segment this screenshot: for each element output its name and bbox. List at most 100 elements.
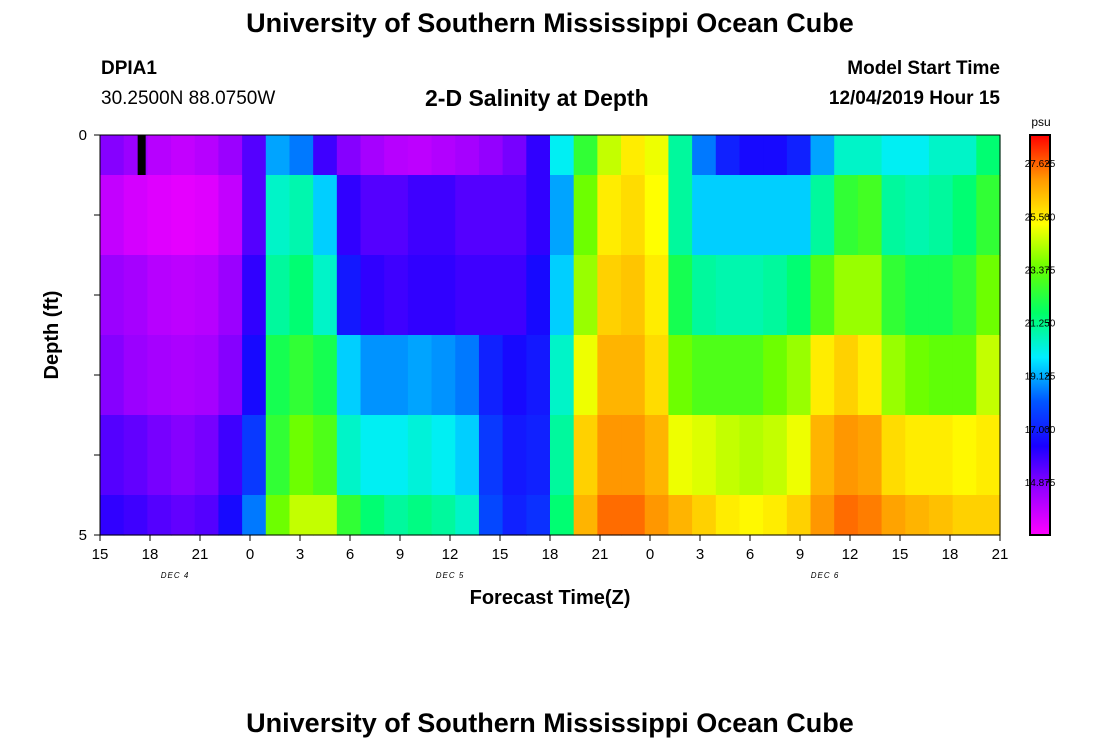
heatmap-cell bbox=[171, 255, 196, 336]
heatmap-cell bbox=[644, 175, 670, 256]
heatmap-cell bbox=[644, 255, 670, 336]
heatmap-cell bbox=[100, 335, 125, 416]
heatmap-cell bbox=[360, 135, 385, 176]
heatmap-cell bbox=[313, 255, 338, 336]
heatmap-cell bbox=[621, 415, 646, 496]
colorbar-ticks: 27.625 25.500 23.375 21.250 19.125 17.000 14.8… bbox=[1025, 159, 1056, 489]
x-tick-label: 9 bbox=[396, 546, 404, 563]
heatmap-cell bbox=[242, 495, 267, 536]
heatmap-cell bbox=[644, 495, 670, 536]
heatmap-cell bbox=[194, 335, 220, 416]
heatmap-cell bbox=[573, 415, 598, 496]
heatmap-cell bbox=[218, 495, 243, 536]
heatmap-cell bbox=[336, 175, 362, 256]
model-start-label: Model Start Time bbox=[847, 58, 1000, 79]
heatmap-cell bbox=[455, 175, 480, 256]
heatmap-cell bbox=[218, 175, 243, 256]
heatmap-cell bbox=[715, 135, 741, 176]
heatmap-cell bbox=[692, 415, 717, 496]
heatmap-cell bbox=[834, 335, 859, 416]
heatmap-cell bbox=[976, 495, 1001, 536]
heatmap-cell bbox=[478, 495, 504, 536]
day-label: DEC 6 bbox=[811, 571, 840, 580]
heatmap-cell bbox=[100, 495, 125, 536]
x-tick-label: 6 bbox=[346, 546, 354, 563]
heatmap-cell bbox=[242, 335, 267, 416]
heatmap-cell bbox=[692, 335, 717, 416]
heatmap-cell bbox=[218, 255, 243, 336]
heatmap-cell bbox=[478, 135, 504, 176]
colorbar-tick-label: 27.625 bbox=[1025, 159, 1056, 170]
heatmap-cell bbox=[360, 335, 385, 416]
heatmap-cell bbox=[431, 255, 456, 336]
x-tick-label: 6 bbox=[746, 546, 754, 563]
heatmap-cell bbox=[526, 495, 551, 536]
heatmap-cell bbox=[289, 335, 314, 416]
heatmap-cell bbox=[265, 495, 291, 536]
heatmap-cell bbox=[834, 135, 859, 176]
heatmap-cell bbox=[763, 135, 788, 176]
heatmap-cell bbox=[644, 335, 670, 416]
heatmap-cell bbox=[431, 175, 456, 256]
heatmap-cell bbox=[407, 135, 433, 176]
heatmap-cell bbox=[313, 335, 338, 416]
heatmap-cell bbox=[526, 335, 551, 416]
heatmap-cell bbox=[431, 415, 456, 496]
heatmap-cell bbox=[550, 335, 575, 416]
heatmap-cell bbox=[242, 175, 267, 256]
heatmap-cell bbox=[550, 175, 575, 256]
heatmap-cell bbox=[360, 255, 385, 336]
heatmap-cell bbox=[194, 135, 220, 176]
heatmap-cell bbox=[786, 335, 812, 416]
model-start-time: 12/04/2019 Hour 15 bbox=[828, 88, 1000, 109]
heatmap-cell bbox=[621, 495, 646, 536]
heatmap-cell bbox=[194, 175, 220, 256]
heatmap-cell bbox=[739, 255, 764, 336]
heatmap-cell bbox=[384, 135, 409, 176]
day-label: DEC 4 bbox=[161, 571, 190, 580]
y-tick-label: 0 bbox=[79, 127, 87, 144]
heatmap-cell bbox=[786, 495, 812, 536]
heatmap-cell bbox=[668, 495, 693, 536]
heatmap-cell bbox=[763, 255, 788, 336]
heatmap-cell bbox=[478, 175, 504, 256]
heatmap-cell bbox=[455, 495, 480, 536]
heatmap-cell bbox=[573, 135, 598, 176]
heatmap-cell bbox=[384, 255, 409, 336]
heatmap-cell bbox=[360, 175, 385, 256]
heatmap-cell bbox=[928, 175, 954, 256]
heatmap-cell bbox=[313, 135, 338, 176]
heatmap-cell bbox=[242, 415, 267, 496]
heatmap-cell bbox=[147, 415, 172, 496]
heatmap-cell bbox=[976, 335, 1001, 416]
heatmap-cell bbox=[289, 415, 314, 496]
heatmap-cell bbox=[834, 495, 859, 536]
heatmap-cell bbox=[289, 255, 314, 336]
x-axis-label: Forecast Time(Z) bbox=[470, 587, 631, 609]
x-tick-label: 0 bbox=[646, 546, 654, 563]
heatmap-cell bbox=[692, 135, 717, 176]
heatmap-cell bbox=[431, 335, 456, 416]
heatmap-cell bbox=[526, 255, 551, 336]
heatmap-cell bbox=[952, 415, 977, 496]
heatmap-cell bbox=[573, 335, 598, 416]
heatmap-cell bbox=[194, 495, 220, 536]
heatmap-cell bbox=[834, 175, 859, 256]
heatmap-cell bbox=[289, 135, 314, 176]
x-tick-label: 18 bbox=[542, 546, 559, 563]
heatmap-cell bbox=[952, 335, 977, 416]
heatmap-cell bbox=[810, 135, 835, 176]
heatmap-cell bbox=[502, 135, 527, 176]
heatmap-cell bbox=[313, 495, 338, 536]
heatmap-cell bbox=[100, 415, 125, 496]
chart-title: 2-D Salinity at Depth bbox=[425, 85, 649, 111]
heatmap-cell bbox=[905, 495, 930, 536]
heatmap-cell bbox=[786, 175, 812, 256]
heatmap-cell bbox=[218, 135, 243, 176]
heatmap-cell bbox=[621, 175, 646, 256]
heatmap-cell bbox=[715, 495, 741, 536]
heatmap-cell bbox=[976, 175, 1001, 256]
heatmap-cell bbox=[905, 255, 930, 336]
heatmap-cell bbox=[928, 415, 954, 496]
heatmap-cell bbox=[502, 415, 527, 496]
